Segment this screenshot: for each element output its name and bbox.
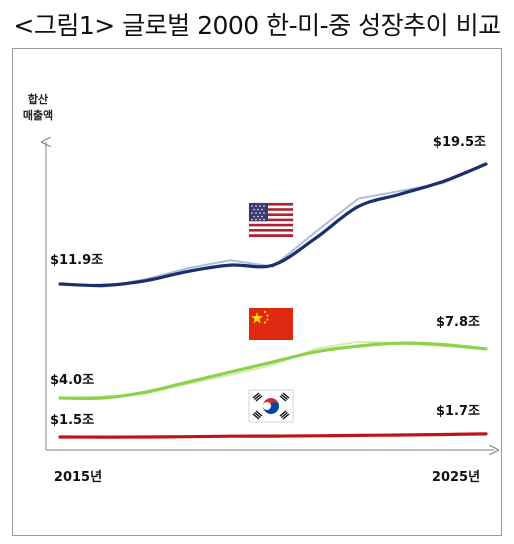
china-flag: [249, 308, 293, 340]
data-label-end-미국: $19.5조: [433, 135, 486, 150]
x-tick-label-start: 2015년: [54, 470, 102, 485]
trend-line-중국: [58, 341, 488, 401]
korea-flag: [248, 389, 294, 423]
trend-line-한국: [58, 432, 488, 439]
us-flag: [248, 202, 294, 238]
x-tick-label-end: 2025년: [432, 470, 480, 485]
data-label-start-한국: $1.5조: [50, 413, 94, 428]
data-label-end-중국: $7.8조: [436, 315, 480, 330]
y-axis-label-line2: 매출액: [23, 108, 53, 122]
data-label-end-한국: $1.7조: [436, 404, 480, 419]
chart-frame: [12, 48, 502, 536]
data-label-start-미국: $11.9조: [50, 253, 103, 268]
trend-line-미국: [58, 162, 488, 288]
data-label-start-중국: $4.0조: [50, 373, 94, 388]
raw-line-중국: [59, 340, 487, 399]
y-axis-label-line1: 합산: [28, 92, 48, 106]
chart-title: <그림1> 글로벌 2000 한-미-중 성장추이 비교: [13, 11, 501, 40]
